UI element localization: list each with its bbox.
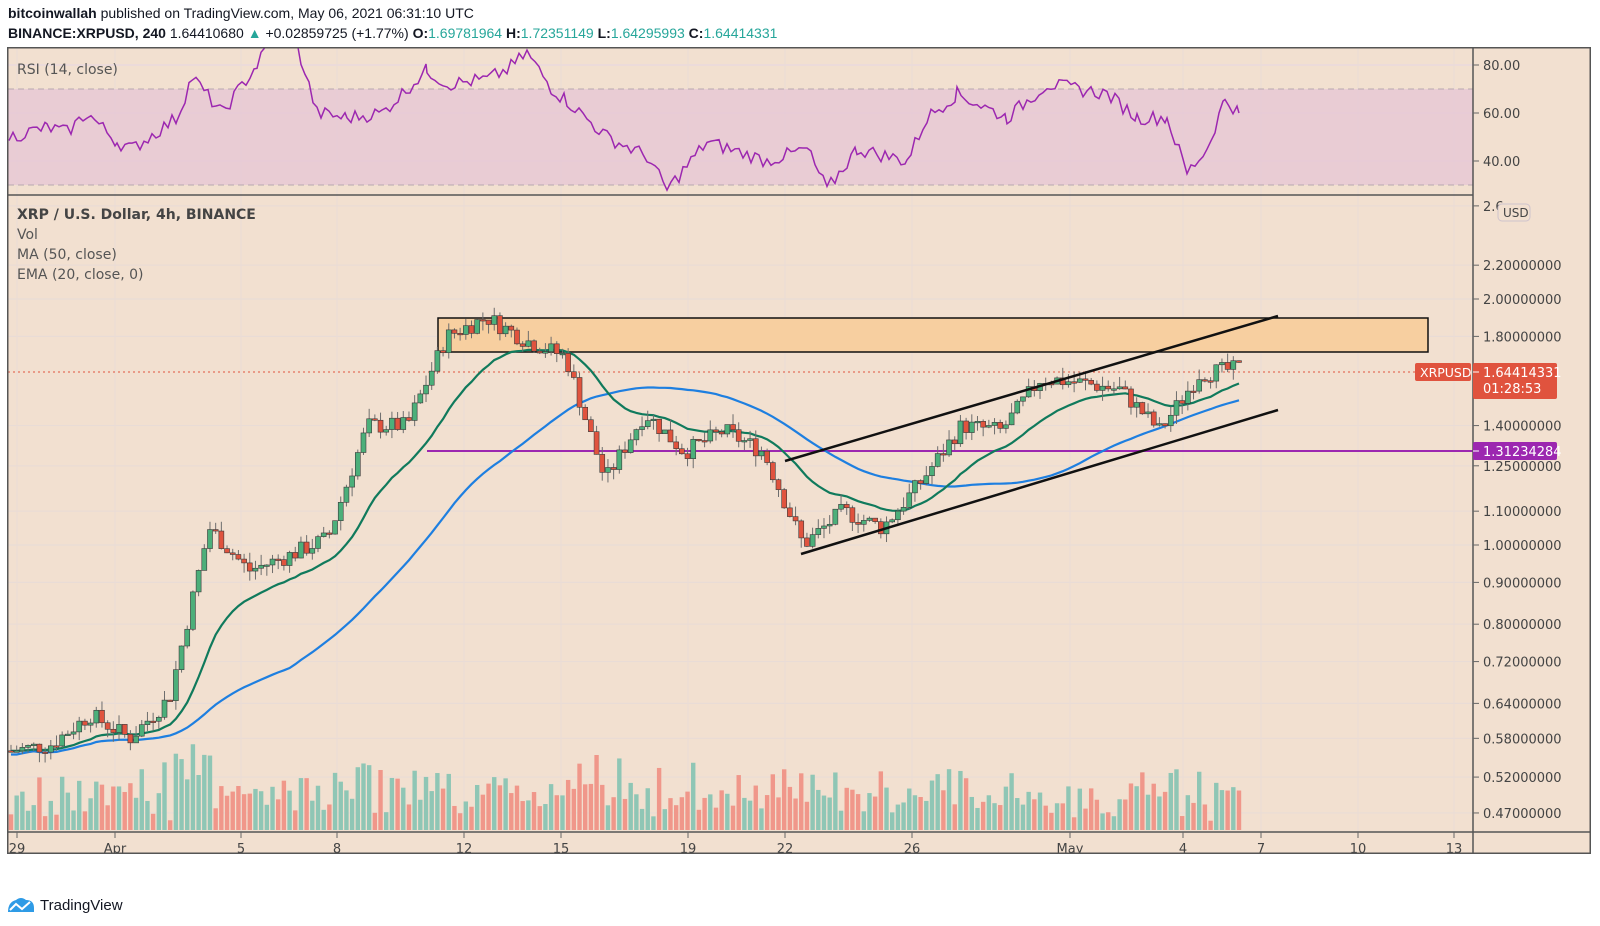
rsi-pane[interactable]: RSI (14, close) [8,23,1473,192]
rsi-axis[interactable]: 80.00 60.00 40.00 [1473,59,1520,170]
price-tick: 2.20000000 [1483,259,1562,274]
price-tick: 1.10000000 [1483,505,1562,520]
rsi-tick-80: 80.00 [1483,59,1520,74]
legend-title: XRP / U.S. Dollar, 4h, BINANCE [17,207,256,223]
legend-vol[interactable]: Vol [17,227,38,243]
low-value: 1.64295993 [610,25,685,41]
price-tick: 0.80000000 [1483,618,1562,633]
change-value: +0.02859725 (+1.77%) [265,25,409,41]
price-tick: 1.40000000 [1483,420,1562,435]
high-label: H: [505,25,521,41]
support-price-tag: 1.31234284 [1473,442,1562,460]
symbol-info-bar: BINANCE:XRPUSD, 240 1.64410680 ▲ +0.0285… [8,25,777,41]
change-up-icon: ▲ [247,25,262,41]
price-tick: 1.80000000 [1483,330,1562,345]
time-tick: 19 [680,842,697,854]
time-tick: Apr [104,842,127,854]
time-tick: 7 [1257,842,1265,854]
time-tick: 15 [553,842,570,854]
price-tick: 0.52000000 [1483,771,1562,786]
price-tag-countdown: 01:28:53 [1483,382,1541,397]
open-value: 1.69781964 [428,25,503,41]
rsi-tick-40: 40.00 [1483,155,1520,170]
price-tag-value: 1.64414331 [1483,366,1562,381]
time-tick: 29 [9,842,26,854]
publish-info: bitcoinwallah published on TradingView.c… [8,5,474,21]
time-tick: 13 [1446,842,1463,854]
last-price: 1.64410680 [169,25,244,41]
rsi-line [8,23,1240,192]
low-label: L: [597,25,611,41]
price-tag-symbol: XRPUSD [1420,365,1472,380]
price-tick: 0.72000000 [1483,656,1562,671]
symbol-interval: BINANCE:XRPUSD, 240 [8,25,166,41]
volume-bars [8,744,1242,830]
high-value: 1.72351149 [520,25,594,41]
channel-lower-trendline[interactable] [800,408,1279,556]
support-tag-value: 1.31234284 [1483,445,1562,460]
open-label: O: [412,25,429,41]
resistance-zone[interactable] [437,317,1429,353]
price-tick: 1.25000000 [1483,460,1562,475]
tradingview-logo-icon [8,898,34,912]
footer: TradingView [6,893,123,917]
rsi-title: RSI (14, close) [17,62,118,78]
price-axis[interactable]: 2.62.200000002.000000001.800000001.40000… [1473,200,1562,822]
time-tick: 8 [333,842,341,854]
currency-label: USD [1503,206,1529,220]
chart-frame [7,47,1591,854]
close-label: C: [688,25,704,41]
legend-ma[interactable]: MA (50, close) [17,247,117,263]
ema20-line [11,348,1240,753]
price-tick: 1.00000000 [1483,539,1562,554]
main-legend: XRP / U.S. Dollar, 4h, BINANCE Vol MA (5… [17,207,256,283]
time-tick: 4 [1179,842,1187,854]
time-tick: 5 [237,842,245,854]
candlesticks [8,307,1242,763]
price-tick: 0.47000000 [1483,807,1562,822]
ma50-line [11,386,1240,756]
currency-badge[interactable]: USD [1497,203,1531,222]
price-tick: 2.00000000 [1483,293,1562,308]
close-value: 1.64414331 [703,25,778,41]
published-text: published on TradingView.com, May 06, 20… [100,5,474,21]
price-tick: 0.58000000 [1483,732,1562,747]
time-tick: May [1057,842,1084,854]
time-tick: 10 [1350,842,1367,854]
channel-upper-trendline[interactable] [784,314,1279,463]
price-tick: 0.64000000 [1483,697,1562,712]
legend-ema[interactable]: EMA (20, close, 0) [17,267,143,283]
last-price-tag: XRPUSD 1.64414331 01:28:53 [1415,363,1562,399]
rsi-tick-60: 60.00 [1483,107,1520,122]
time-tick: 22 [777,842,794,854]
price-tick: 0.90000000 [1483,576,1562,591]
chart-container[interactable]: RSI (14, close) XRP / U.S. Dollar, 4h, B… [7,23,1591,857]
time-tick: 26 [904,842,921,854]
author-name[interactable]: bitcoinwallah [8,5,97,21]
time-tick: 12 [456,842,473,854]
tradingview-brand[interactable]: TradingView [40,896,123,914]
